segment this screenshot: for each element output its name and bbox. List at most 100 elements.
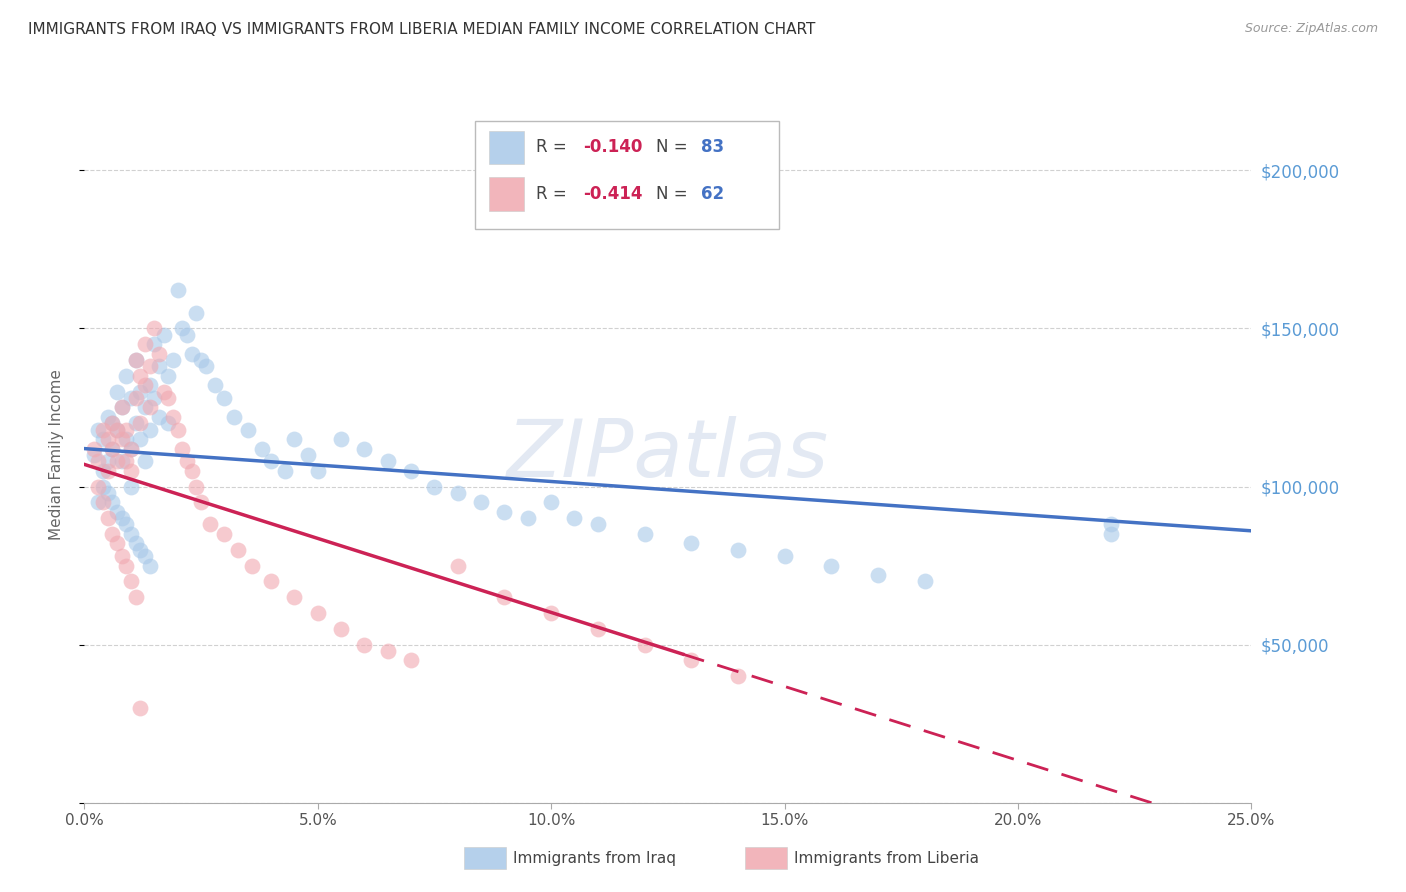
Point: [125, 353, 148, 368]
Text: -0.140: -0.140: [582, 138, 643, 156]
Point: [111, 454, 134, 468]
Point: [115, 454, 138, 468]
Point: [260, 454, 283, 468]
Point: [586, 517, 609, 532]
Point: [274, 464, 297, 478]
Point: [115, 423, 138, 437]
Point: [353, 638, 375, 652]
Point: [134, 454, 156, 468]
Point: [105, 384, 128, 399]
Point: [143, 321, 166, 335]
Point: [97, 511, 120, 525]
Point: [194, 359, 217, 374]
Point: [138, 423, 160, 437]
FancyBboxPatch shape: [475, 121, 779, 229]
Point: [222, 409, 245, 424]
Point: [138, 558, 160, 573]
Text: Immigrants from Iraq: Immigrants from Iraq: [513, 851, 676, 865]
Point: [97, 454, 120, 468]
Point: [727, 669, 749, 683]
Point: [120, 391, 142, 405]
Point: [914, 574, 936, 589]
Point: [129, 432, 152, 446]
Text: 62: 62: [700, 185, 724, 203]
Point: [143, 391, 166, 405]
Point: [200, 517, 222, 532]
Point: [111, 549, 134, 563]
Point: [91, 432, 114, 446]
Text: Immigrants from Liberia: Immigrants from Liberia: [794, 851, 980, 865]
Point: [157, 368, 180, 383]
Point: [134, 378, 156, 392]
Point: [330, 432, 353, 446]
Point: [101, 417, 124, 431]
Point: [105, 423, 128, 437]
Point: [166, 423, 188, 437]
Text: -0.414: -0.414: [582, 185, 643, 203]
Point: [172, 321, 194, 335]
Point: [157, 391, 180, 405]
Point: [540, 606, 562, 620]
Point: [148, 347, 170, 361]
Point: [83, 442, 105, 456]
Point: [129, 384, 152, 399]
Point: [180, 347, 202, 361]
Point: [125, 417, 148, 431]
Point: [157, 417, 180, 431]
Point: [307, 464, 329, 478]
Text: N =: N =: [657, 185, 693, 203]
Point: [297, 448, 319, 462]
Point: [111, 401, 134, 415]
Point: [129, 701, 152, 715]
Point: [101, 527, 124, 541]
Text: R =: R =: [536, 185, 572, 203]
Point: [214, 391, 236, 405]
Point: [120, 442, 142, 456]
Point: [101, 417, 124, 431]
Point: [399, 653, 422, 667]
Point: [1099, 527, 1122, 541]
Point: [773, 549, 796, 563]
Point: [148, 409, 170, 424]
Point: [97, 464, 120, 478]
Point: [138, 401, 160, 415]
Point: [115, 368, 138, 383]
Point: [134, 549, 156, 563]
Point: [186, 479, 208, 493]
Point: [494, 591, 516, 605]
Point: [91, 479, 114, 493]
Point: [353, 442, 375, 456]
Point: [101, 442, 124, 456]
Point: [242, 558, 264, 573]
Point: [681, 536, 703, 550]
Point: [87, 454, 110, 468]
Point: [250, 442, 273, 456]
Point: [101, 495, 124, 509]
Point: [204, 378, 226, 392]
Text: N =: N =: [657, 138, 693, 156]
Point: [423, 479, 446, 493]
Point: [564, 511, 586, 525]
Point: [120, 464, 142, 478]
Point: [152, 327, 174, 342]
Point: [152, 384, 174, 399]
Point: [143, 337, 166, 351]
Point: [91, 464, 114, 478]
Point: [148, 359, 170, 374]
Point: [1099, 517, 1122, 532]
Point: [111, 401, 134, 415]
Point: [120, 527, 142, 541]
Point: [138, 359, 160, 374]
Point: [307, 606, 329, 620]
Point: [186, 305, 208, 319]
Point: [115, 432, 138, 446]
Point: [190, 495, 212, 509]
Point: [447, 558, 470, 573]
Point: [681, 653, 703, 667]
Point: [214, 527, 236, 541]
FancyBboxPatch shape: [489, 131, 524, 164]
Point: [125, 353, 148, 368]
Point: [120, 574, 142, 589]
Point: [105, 536, 128, 550]
Point: [190, 353, 212, 368]
